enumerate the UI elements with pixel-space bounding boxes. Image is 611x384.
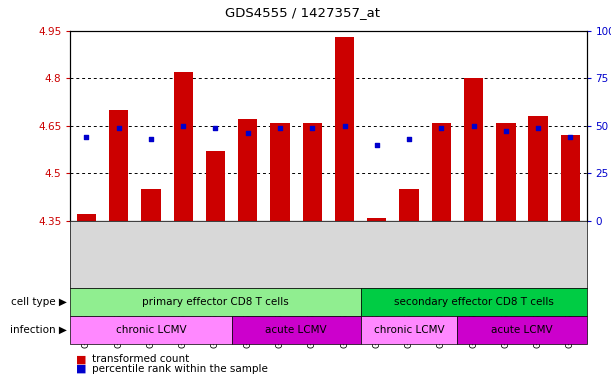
Point (436, 124, 446, 131)
Bar (109, 110, 128, 221)
Point (81, 134, 91, 140)
Bar (431, 122, 451, 221)
Bar (141, 189, 161, 221)
Text: percentile rank within the sample: percentile rank within the sample (92, 364, 268, 374)
Point (501, 128, 511, 134)
Bar (238, 119, 257, 221)
Point (533, 124, 543, 131)
Point (566, 134, 576, 140)
Text: ■: ■ (76, 354, 87, 364)
Point (469, 123, 478, 129)
Bar (496, 122, 516, 221)
Bar (529, 116, 548, 221)
Point (243, 130, 252, 136)
Bar (174, 72, 193, 221)
Bar (335, 37, 354, 221)
Bar (367, 218, 387, 221)
Text: primary effector CD8 T cells: primary effector CD8 T cells (142, 297, 289, 307)
Text: infection ▶: infection ▶ (10, 325, 67, 335)
Point (275, 124, 285, 131)
Bar (270, 122, 290, 221)
Text: chronic LCMV: chronic LCMV (115, 325, 186, 335)
Bar (400, 189, 419, 221)
Bar (302, 122, 322, 221)
Bar (206, 151, 225, 221)
Point (146, 136, 156, 142)
Point (340, 123, 349, 129)
Point (404, 136, 414, 142)
Point (211, 124, 221, 131)
Bar (77, 214, 96, 221)
Point (372, 142, 382, 148)
Point (178, 123, 188, 129)
Point (114, 124, 123, 131)
Text: chronic LCMV: chronic LCMV (374, 325, 444, 335)
Text: secondary effector CD8 T cells: secondary effector CD8 T cells (393, 297, 554, 307)
Text: GDS4555 / 1427357_at: GDS4555 / 1427357_at (225, 6, 380, 19)
Text: cell type ▶: cell type ▶ (12, 297, 67, 307)
Text: transformed count: transformed count (92, 354, 189, 364)
Text: ■: ■ (76, 364, 87, 374)
Text: acute LCMV: acute LCMV (265, 325, 327, 335)
Text: acute LCMV: acute LCMV (491, 325, 553, 335)
Point (307, 124, 317, 131)
Bar (464, 78, 483, 221)
Bar (561, 135, 580, 221)
